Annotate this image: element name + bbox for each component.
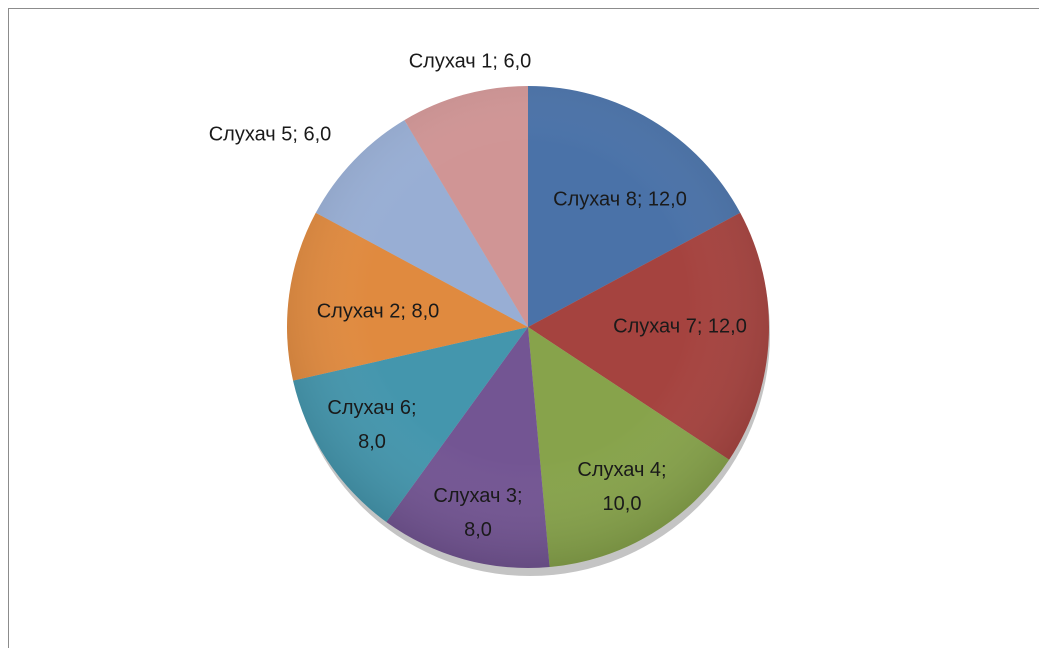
chart-frame xyxy=(8,8,1039,648)
data-label: Слухач 4; 10,0 xyxy=(577,459,666,515)
data-label: Слухач 3; 8,0 xyxy=(433,485,522,541)
data-label: Слухач 2; 8,0 xyxy=(317,300,440,322)
data-label: Слухач 5; 6,0 xyxy=(209,123,332,145)
data-label: Слухач 6; 8,0 xyxy=(327,397,416,453)
data-label: Слухач 8; 12,0 xyxy=(553,188,687,210)
labels: Слухач 8; 12,0 Слухач 7; 12,0 Слухач 4; 10,… xyxy=(209,50,747,541)
data-label: Слухач 7; 12,0 xyxy=(613,315,747,337)
data-label: Слухач 1; 6,0 xyxy=(409,50,532,72)
